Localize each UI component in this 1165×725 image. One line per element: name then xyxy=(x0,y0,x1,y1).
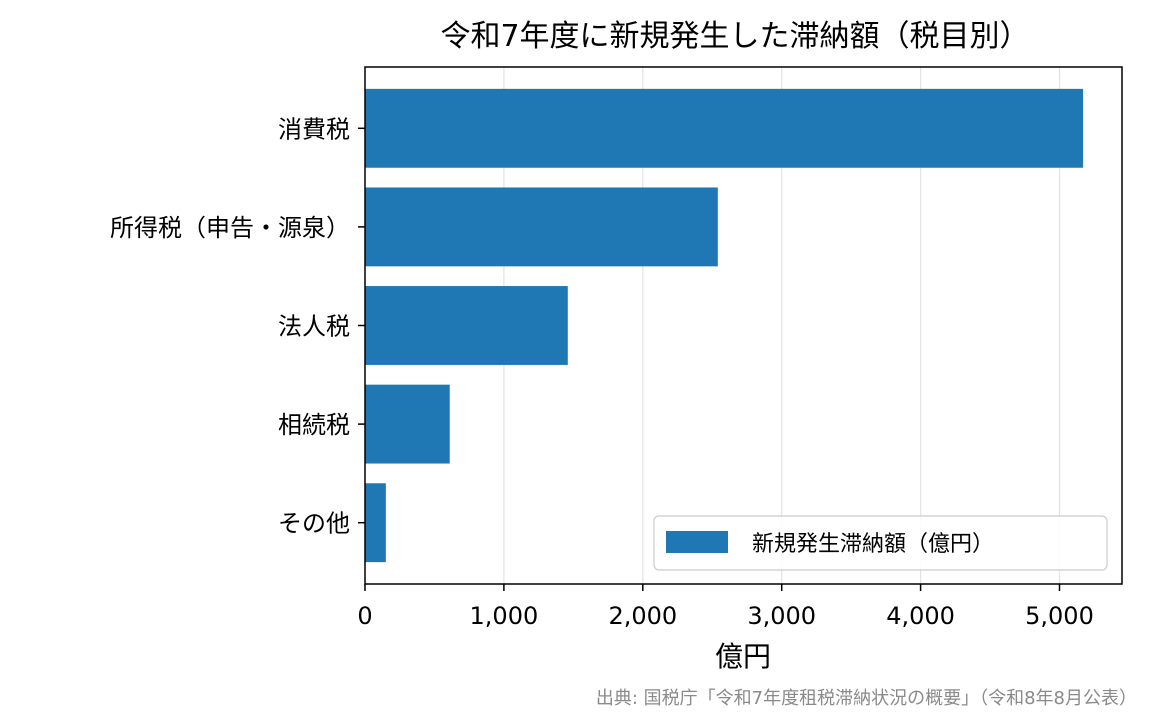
x-tick-label-4: 4,000 xyxy=(886,602,955,630)
x-tick-label-2: 2,000 xyxy=(608,602,677,630)
legend-swatch xyxy=(666,531,728,553)
y-tick-label-1: 所得税（申告・源泉） xyxy=(110,214,350,242)
bars xyxy=(365,88,1084,563)
x-tick-label-1: 1,000 xyxy=(470,602,539,630)
x-tick-label-5: 5,000 xyxy=(1025,602,1094,630)
bar-4 xyxy=(365,483,386,563)
bar-0 xyxy=(365,88,1084,168)
y-tick-label-2: 法人税 xyxy=(278,313,350,341)
y-tick-label-3: 相続税 xyxy=(278,411,350,439)
legend-box xyxy=(653,515,1108,571)
source-note: 出典: 国税庁「令和7年度租税滞納状況の概要」（令和8年8月公表） xyxy=(596,688,1137,709)
y-tick-label-4: その他 xyxy=(278,510,350,538)
x-tick-label-0: 0 xyxy=(357,602,372,630)
chart-title: 令和7年度に新規発生した滞納額（税目別） xyxy=(440,19,1029,54)
legend: 新規発生滞納額（億円） xyxy=(653,515,1108,571)
bar-1 xyxy=(365,187,718,267)
x-axis: 0 1,000 2,000 3,000 4,000 5,000 xyxy=(357,584,1094,630)
bar-2 xyxy=(365,286,568,365)
legend-label: 新規発生滞納額（億円） xyxy=(752,532,994,557)
y-tick-label-0: 消費税 xyxy=(278,115,350,143)
x-axis-label: 億円 xyxy=(715,640,771,673)
x-tick-label-3: 3,000 xyxy=(747,602,816,630)
bar-3 xyxy=(365,384,450,464)
